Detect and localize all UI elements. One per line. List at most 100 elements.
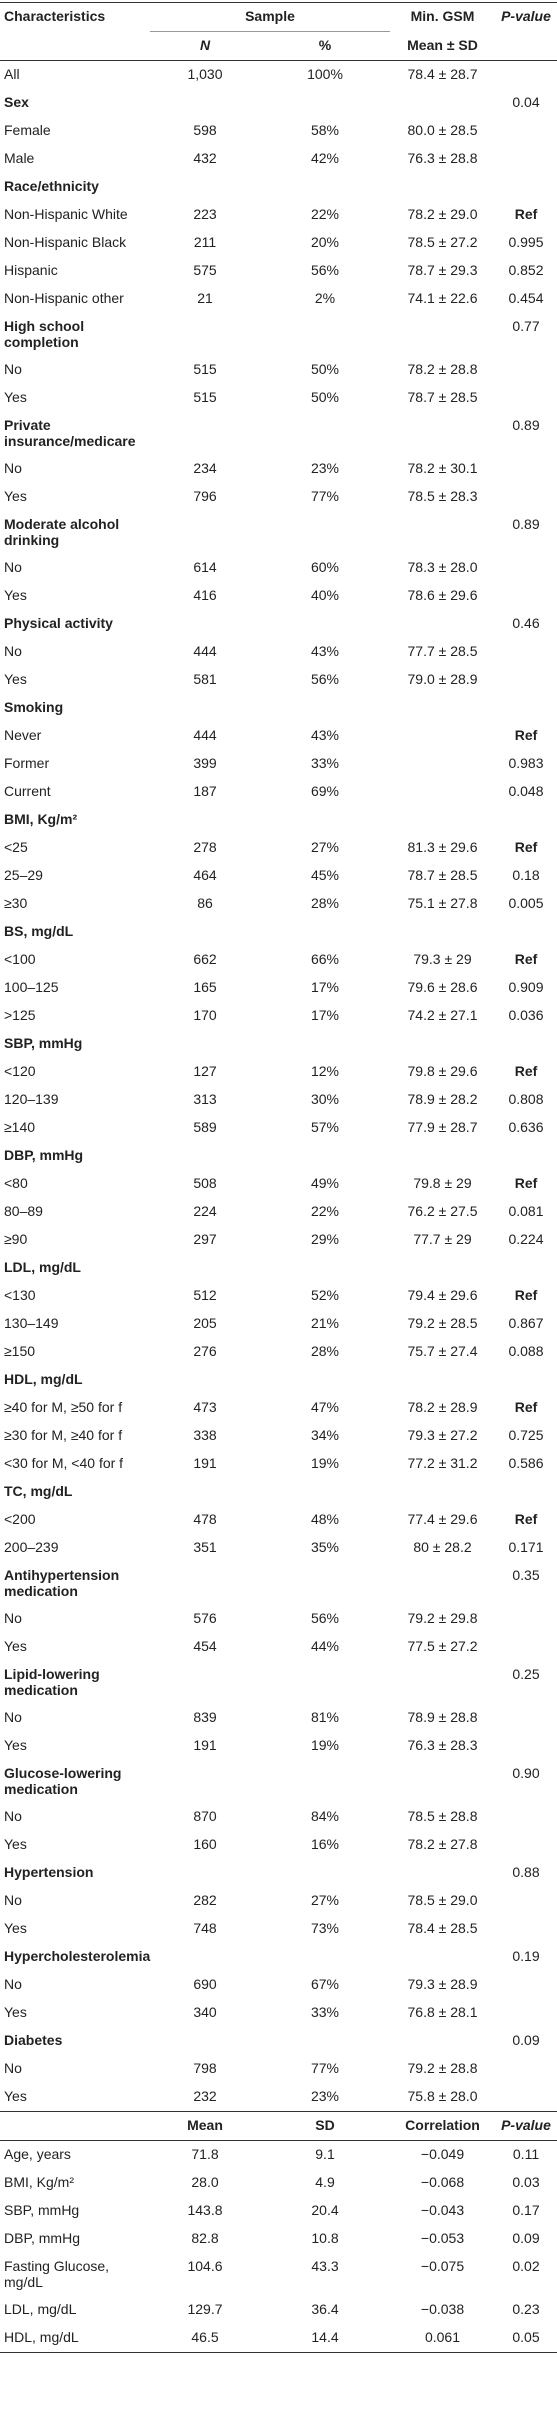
cell-mean: 78.6 ± 29.6 bbox=[407, 587, 478, 603]
cell-pct bbox=[260, 694, 390, 722]
cell-n: 444 bbox=[193, 727, 217, 743]
row-label: >125 bbox=[4, 1007, 36, 1023]
row-label: Yes bbox=[4, 1638, 27, 1654]
cell-pct: 29% bbox=[310, 1231, 340, 1247]
group-label: DBP, mmHg bbox=[4, 1147, 84, 1163]
cell-mean bbox=[390, 1760, 495, 1803]
cell-n: 515 bbox=[193, 389, 217, 405]
cell-mean bbox=[390, 89, 495, 117]
cell-p bbox=[495, 61, 557, 90]
cell-p bbox=[495, 1887, 557, 1915]
row-label: 25–29 bbox=[4, 867, 43, 883]
cell-n: 187 bbox=[193, 783, 217, 799]
cell-p: 0.909 bbox=[508, 979, 544, 995]
cell-mean: 78.2 ± 28.8 bbox=[407, 361, 478, 377]
cell-pct bbox=[260, 1478, 390, 1506]
cell-mean: 78.2 ± 29.0 bbox=[407, 206, 478, 222]
cell-pct bbox=[260, 1943, 390, 1971]
cell-mean: 77.7 ± 29 bbox=[413, 1231, 472, 1247]
cell-mean: 81.3 ± 29.6 bbox=[407, 839, 478, 855]
row-label: Yes bbox=[4, 1836, 27, 1852]
cell-pct: 27% bbox=[310, 1892, 340, 1908]
cell-n bbox=[150, 1030, 260, 1058]
cell-mean: 143.8 bbox=[187, 2202, 223, 2218]
row-label: Non-Hispanic other bbox=[4, 290, 124, 306]
cell-mean: 79.2 ± 28.5 bbox=[407, 1315, 478, 1331]
cell-p: 0.005 bbox=[508, 895, 544, 911]
row-label: Non-Hispanic Black bbox=[4, 234, 127, 250]
table-row: Hypercholesterolemia 0.19 bbox=[0, 1943, 557, 1971]
header-cell: Mean bbox=[150, 2111, 260, 2141]
row-label: <120 bbox=[4, 1063, 36, 1079]
cell-sd: 4.9 bbox=[315, 2174, 335, 2190]
cell-pct: 84% bbox=[310, 1808, 340, 1824]
cell-mean: 78.4 ± 28.7 bbox=[407, 66, 478, 82]
row-label: ≥30 for M, ≥40 for f bbox=[4, 1427, 123, 1443]
table-row: ≥90 297 29% 77.7 ± 29 0.224 bbox=[0, 1226, 557, 1254]
cell-mean: 74.2 ± 27.1 bbox=[407, 1007, 478, 1023]
cell-n bbox=[150, 511, 260, 554]
cell-mean: 79.6 ± 28.6 bbox=[407, 979, 478, 995]
table-row: HDL, mg/dL bbox=[0, 1366, 557, 1394]
table-row: Yes 340 33% 76.8 ± 28.1 bbox=[0, 1999, 557, 2027]
cell-p bbox=[495, 1915, 557, 1943]
row-label: 120–139 bbox=[4, 1091, 59, 1107]
group-label: LDL, mg/dL bbox=[4, 1259, 81, 1275]
table-row: No 444 43% 77.7 ± 28.5 bbox=[0, 638, 557, 666]
table-row: BS, mg/dL bbox=[0, 918, 557, 946]
cell-n: 581 bbox=[193, 671, 217, 687]
row-label: No bbox=[4, 643, 22, 659]
row-label: <130 bbox=[4, 1287, 36, 1303]
table-row: Fasting Glucose, mg/dL 104.6 43.3 −0.075 0.0… bbox=[0, 2253, 557, 2296]
cell-n: 297 bbox=[193, 1231, 217, 1247]
table-row: LDL, mg/dL bbox=[0, 1254, 557, 1282]
row-label: No bbox=[4, 460, 22, 476]
cell-p bbox=[495, 2055, 557, 2083]
cell-pct: 33% bbox=[310, 2004, 340, 2020]
row-label: No bbox=[4, 559, 22, 575]
row-label: No bbox=[4, 1709, 22, 1725]
row-label: No bbox=[4, 361, 22, 377]
table-row: No 614 60% 78.3 ± 28.0 bbox=[0, 554, 557, 582]
header-text: N bbox=[199, 37, 211, 53]
table-row: Yes 191 19% 76.3 ± 28.3 bbox=[0, 1732, 557, 1760]
table-row: >125 170 17% 74.2 ± 27.1 0.036 bbox=[0, 1002, 557, 1030]
group-label: Antihypertension medication bbox=[4, 1567, 120, 1599]
cell-mean: 78.2 ± 30.1 bbox=[407, 460, 478, 476]
row-label: Yes bbox=[4, 389, 27, 405]
cell-n: 399 bbox=[193, 755, 217, 771]
cell-p bbox=[495, 694, 557, 722]
table-row: Yes 416 40% 78.6 ± 29.6 bbox=[0, 582, 557, 610]
cell-corr: −0.038 bbox=[420, 2301, 465, 2317]
cell-n bbox=[150, 1859, 260, 1887]
table-row: No 282 27% 78.5 ± 29.0 bbox=[0, 1887, 557, 1915]
cell-n bbox=[150, 694, 260, 722]
cell-p: 0.725 bbox=[508, 1427, 544, 1443]
cell-mean: 78.5 ± 27.2 bbox=[407, 234, 478, 250]
cell-pct: 43% bbox=[310, 727, 340, 743]
cell-p bbox=[495, 1478, 557, 1506]
header-cell: P-value bbox=[495, 2, 557, 32]
cell-n bbox=[150, 1943, 260, 1971]
cell-p: 0.77 bbox=[512, 318, 540, 334]
cell-n bbox=[150, 806, 260, 834]
cell-mean bbox=[390, 778, 495, 806]
cell-n bbox=[150, 173, 260, 201]
cell-pct: 58% bbox=[310, 122, 340, 138]
cell-mean: 79.4 ± 29.6 bbox=[407, 1287, 478, 1303]
table-row: Non-Hispanic other 21 2% 74.1 ± 22.6 0.454 bbox=[0, 285, 557, 313]
cell-pct: 43% bbox=[310, 643, 340, 659]
table-row: Moderate alcohol drinking 0.89 bbox=[0, 511, 557, 554]
cell-n: 575 bbox=[193, 262, 217, 278]
row-label: <30 for M, <40 for f bbox=[4, 1455, 124, 1471]
cell-p: 0.224 bbox=[508, 1231, 544, 1247]
cell-mean: 78.5 ± 28.8 bbox=[407, 1808, 478, 1824]
row-label: 130–149 bbox=[4, 1315, 59, 1331]
cell-pct bbox=[260, 89, 390, 117]
cell-p: 0.25 bbox=[512, 1666, 540, 1682]
header-cell: Sample bbox=[150, 2, 390, 32]
cell-pct: 19% bbox=[310, 1737, 340, 1753]
cell-mean: 82.8 bbox=[191, 2230, 219, 2246]
cell-mean: 76.3 ± 28.3 bbox=[407, 1737, 478, 1753]
group-label: Hypertension bbox=[4, 1864, 94, 1880]
